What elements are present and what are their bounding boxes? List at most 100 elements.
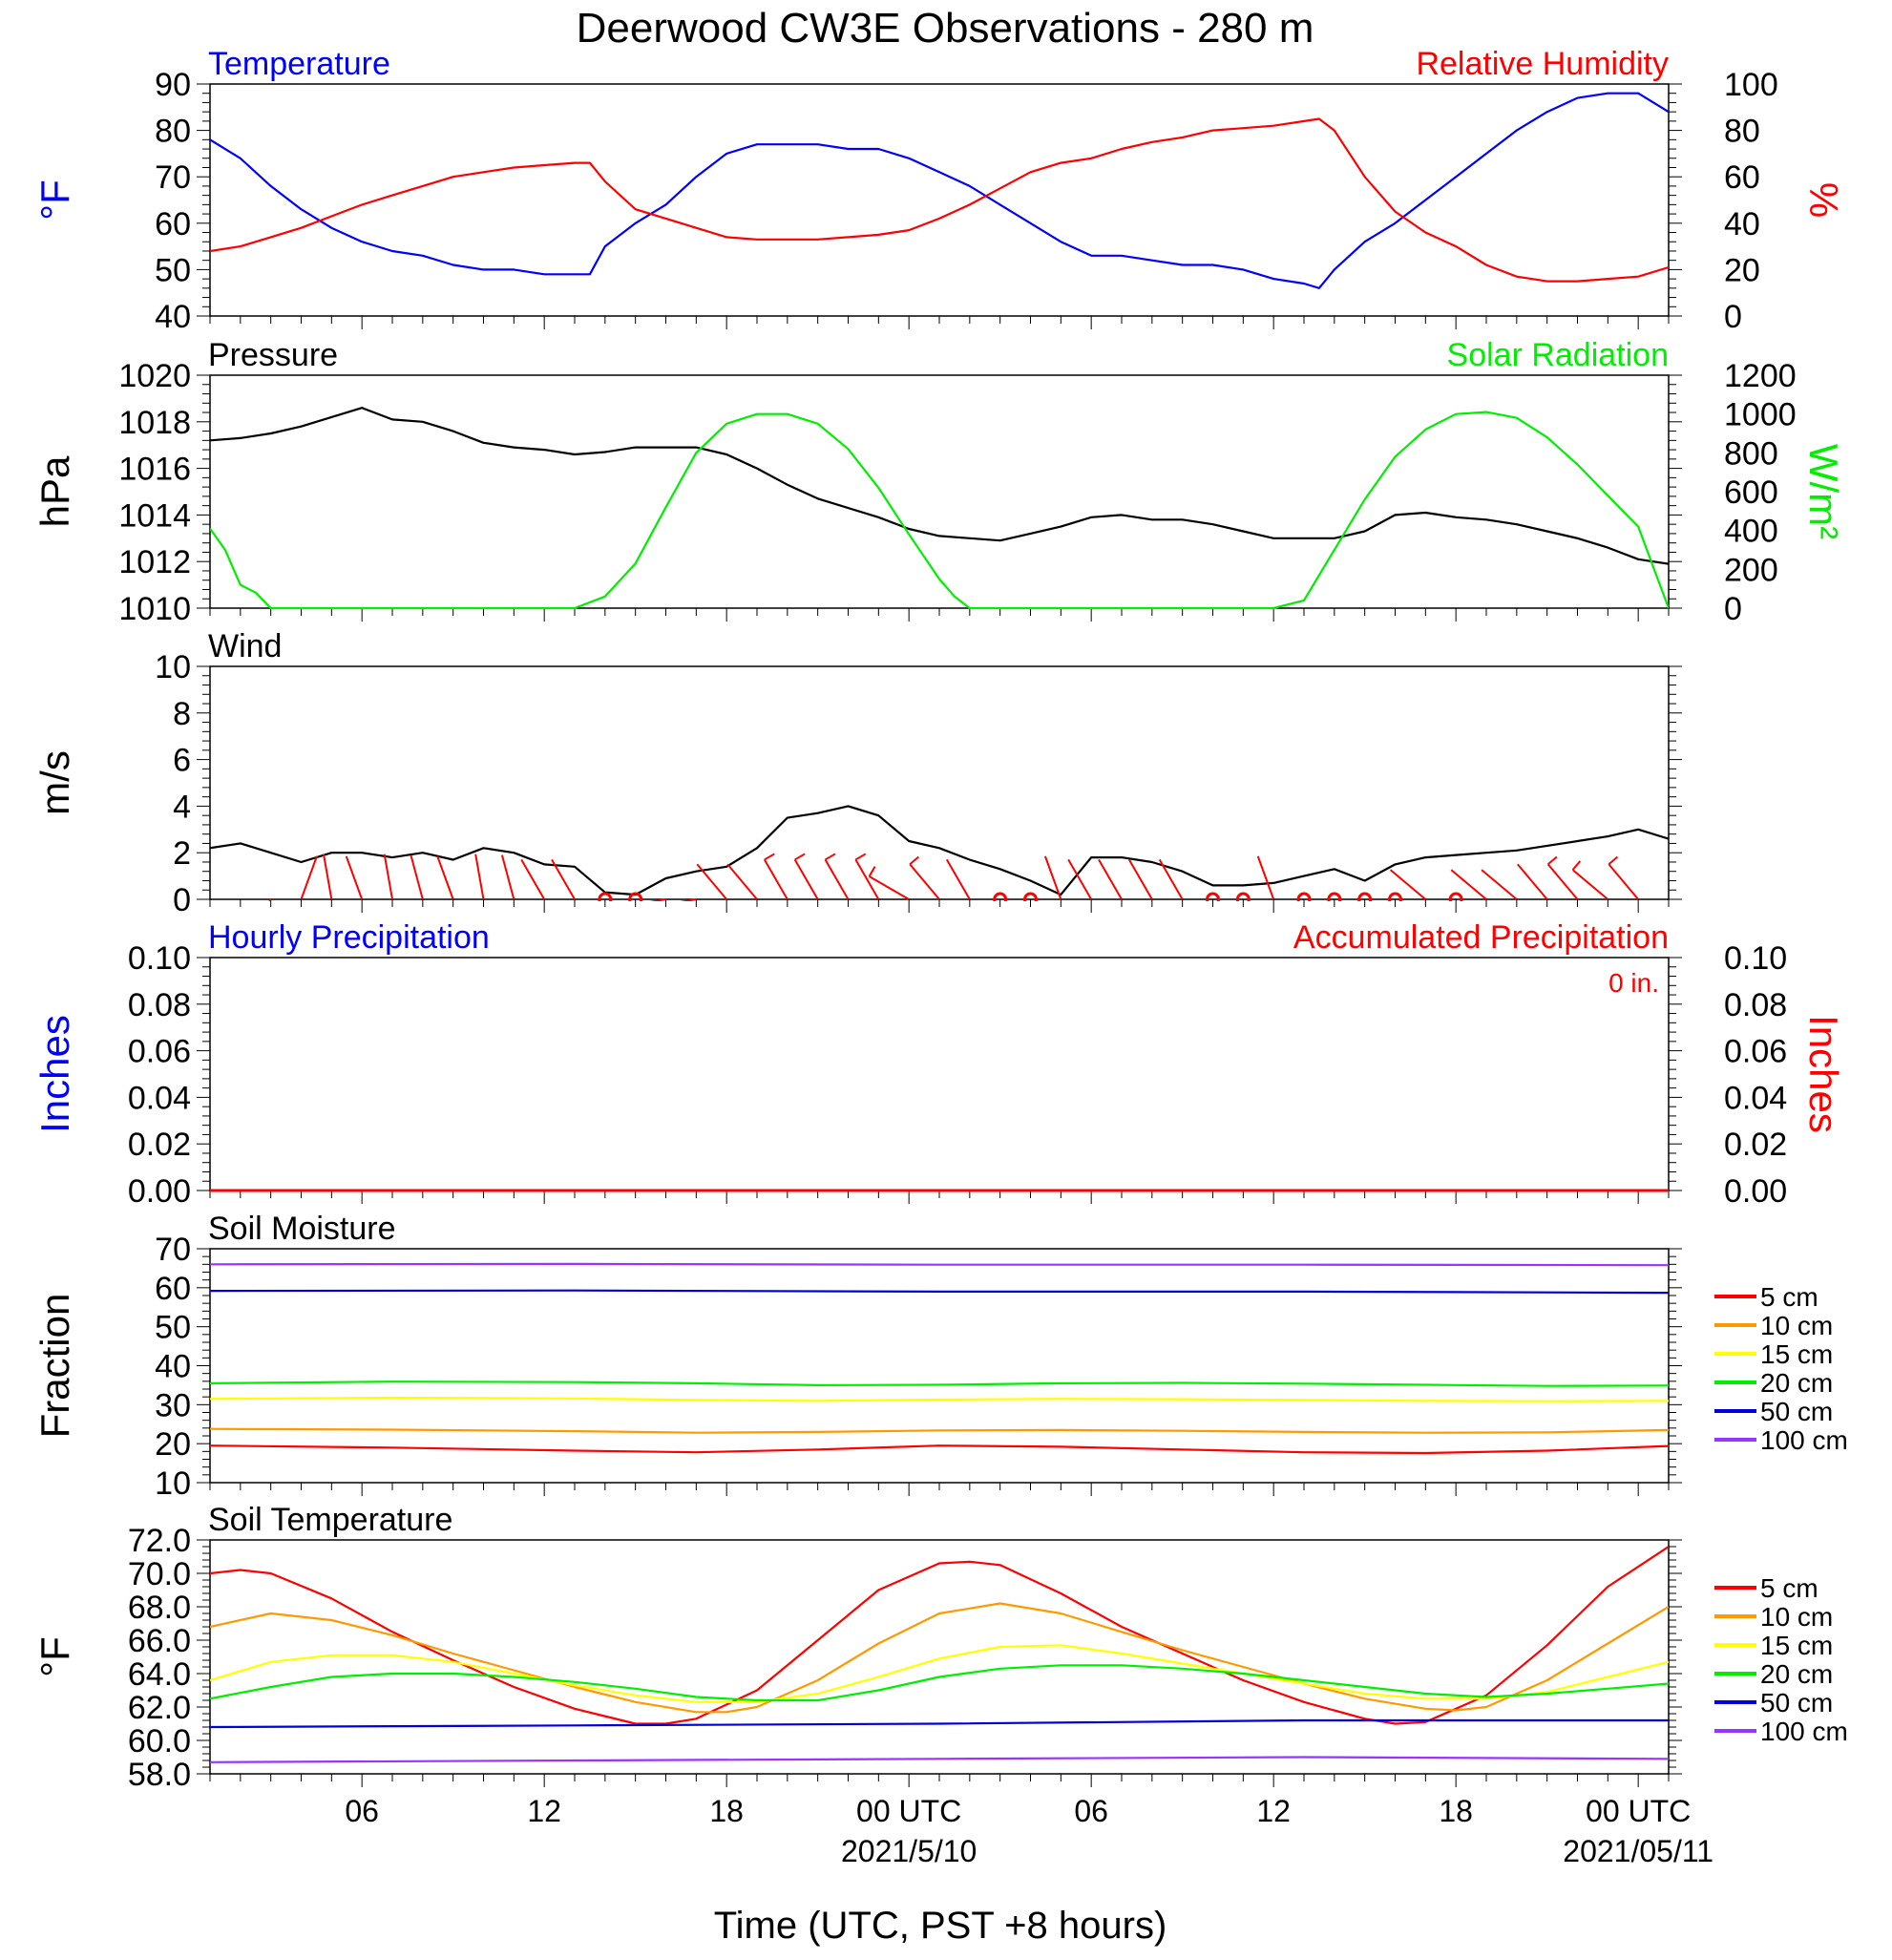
calm-wind-marker (1388, 892, 1402, 901)
y-tick-label-left: 2 (173, 835, 191, 872)
series-layer (210, 407, 1669, 610)
y-tick-label-left: 10 (155, 649, 191, 685)
wind-barb (1043, 855, 1062, 900)
panel-temp_rh: 40 50 60 70 80 90 0 20 40 60 80 100 Temperature Relat… (32, 46, 1846, 335)
x-tick-label: 12 (1256, 1794, 1291, 1828)
wind-barb (945, 858, 971, 900)
panel-soil_temperature: 58.060.062.064.066.068.070.072.0 Soil Tem… (32, 1502, 1848, 1793)
series-layer (210, 1546, 1669, 1763)
y-axis-label-left: °F (32, 1636, 77, 1676)
wind-barb-flag (1547, 855, 1558, 865)
x-tick-date-label: 2021/5/10 (841, 1834, 977, 1868)
legend-label: 10 cm (1760, 1311, 1833, 1340)
y-tick-label-right: 1200 (1724, 358, 1797, 394)
wind-barb-flag (868, 866, 876, 877)
y-tick-label-left: 0.02 (128, 1127, 191, 1163)
y-axis-label-left: m/s (32, 750, 77, 815)
y-tick-label-left: 0 (173, 882, 191, 918)
y-tick-label-right: 0.06 (1724, 1034, 1787, 1070)
wind-barb (1067, 858, 1093, 900)
series-line-temperature (210, 92, 1669, 289)
panel-precip: 0.00 0.02 0.04 0.06 0.08 0.10 0.00 0.02 0.04 0.06… (32, 919, 1846, 1210)
y-tick-label-left: 62.0 (128, 1690, 191, 1726)
y-tick-label-right: 20 (1724, 252, 1760, 288)
y-tick-label-left: 60 (155, 206, 191, 242)
y-tick-label-left: 70.0 (128, 1556, 191, 1592)
plot-frame (209, 957, 1670, 1191)
x-tick-label: 18 (709, 1794, 744, 1828)
panel-title-right: Solar Radiation (1447, 337, 1669, 373)
y-tick-label-left: 1018 (118, 405, 191, 441)
wind-barb (1256, 855, 1275, 900)
wind-barb (909, 863, 940, 900)
series-line-solar-radiation (210, 411, 1669, 610)
y-tick-label-left: 40 (155, 299, 191, 335)
y-tick-label-left: 1020 (118, 358, 191, 394)
y-axis-label-left: hPa (32, 455, 77, 527)
calm-wind-marker (628, 892, 643, 901)
series-layer (210, 805, 1669, 901)
calm-wind-marker (1235, 892, 1251, 901)
y-tick-label-left: 4 (173, 789, 191, 825)
y-tick-label-left: 64.0 (128, 1656, 191, 1693)
wind-barb (696, 863, 727, 900)
y-tick-label-left: 30 (155, 1387, 191, 1423)
y-tick-label-left: 50 (155, 1310, 191, 1346)
series-line-10-cm (210, 1427, 1669, 1434)
x-tick-label: 18 (1439, 1794, 1473, 1828)
y-tick-label-right: 400 (1724, 514, 1778, 550)
y-axis-label-left: Inches (32, 1015, 77, 1133)
y-tick-label-left: 60 (155, 1271, 191, 1307)
y-tick-label-right: 40 (1724, 206, 1760, 242)
y-tick-label-left: 1012 (118, 544, 191, 580)
panel-title-left: Soil Temperature (208, 1502, 452, 1538)
y-tick-label-left: 72.0 (128, 1523, 191, 1559)
wind-barb (551, 858, 576, 900)
wind-barb (345, 855, 364, 900)
y-tick-label-right: 60 (1724, 159, 1760, 196)
calm-wind-marker (1357, 892, 1373, 901)
wind-barb (410, 854, 424, 900)
y-tick-label-left: 1014 (118, 497, 191, 534)
wind-barb (1481, 869, 1518, 900)
calm-wind-marker (993, 892, 1008, 901)
y-axis-label-right: Inches (1801, 1015, 1846, 1133)
y-tick-label-right: 0.02 (1724, 1127, 1787, 1163)
y-tick-label-left: 6 (173, 743, 191, 779)
legend-label: 10 cm (1760, 1602, 1833, 1632)
x-tick-label: 12 (527, 1794, 561, 1828)
y-tick-label-left: 80 (155, 114, 191, 150)
precip-total-label: 0 in. (1608, 968, 1659, 998)
wind-barb (726, 863, 758, 900)
wind-barb (436, 855, 454, 900)
wind-barb (323, 854, 333, 900)
legend-label: 20 cm (1760, 1368, 1833, 1398)
y-axis-label-left: °F (32, 179, 77, 220)
x-tick-label: 00 UTC (1586, 1794, 1691, 1828)
legend-label: 20 cm (1760, 1659, 1833, 1689)
series-line-50-cm (210, 1718, 1669, 1729)
wind-barb (300, 855, 318, 900)
y-tick-label-left: 70 (155, 1232, 191, 1268)
plot-frame (209, 83, 1670, 317)
legend-label: 50 cm (1760, 1397, 1833, 1426)
plot-frame (209, 374, 1670, 609)
wind-barb (1571, 869, 1608, 900)
legend-label: 5 cm (1760, 1573, 1818, 1603)
y-axis-label-right: % (1801, 182, 1846, 218)
y-axis-label-right: W/m² (1801, 444, 1846, 539)
wind-barb (680, 898, 697, 901)
calm-wind-marker (1448, 892, 1463, 901)
panel-title-left: Hourly Precipitation (208, 919, 490, 956)
wind-barb (1608, 863, 1639, 900)
wind-barb (854, 858, 880, 900)
y-tick-label-left: 70 (155, 159, 191, 196)
wind-barb (869, 875, 910, 900)
wind-barb-flag (764, 853, 775, 861)
y-tick-label-left: 90 (155, 67, 191, 103)
y-tick-label-right: 200 (1724, 552, 1778, 588)
wind-barb (1517, 863, 1548, 900)
